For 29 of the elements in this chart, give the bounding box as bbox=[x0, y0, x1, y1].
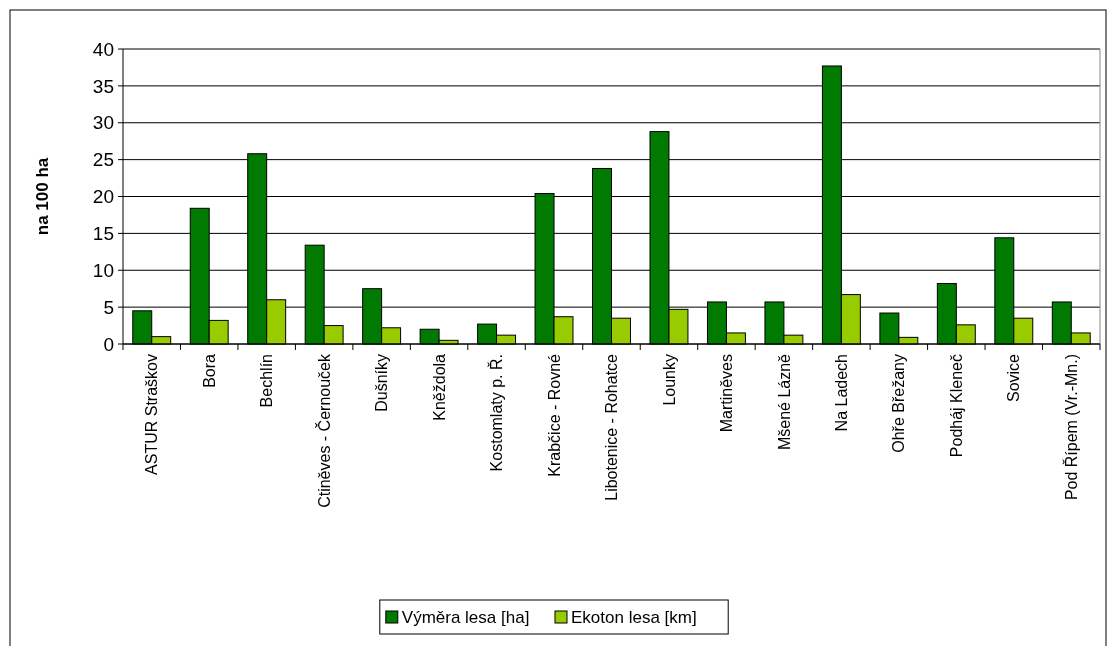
x-tick-label: Pod Řípem (Vr.-Mn.) bbox=[1061, 354, 1080, 501]
x-tick-label: Ctiněves - Černouček bbox=[314, 353, 333, 508]
x-tick-label: Kostomlaty p. Ř. bbox=[487, 354, 506, 472]
y-axis-title: na 100 ha bbox=[33, 157, 52, 236]
y-tick-label: 25 bbox=[92, 149, 114, 171]
x-tick-label: Krabčice - Rovné bbox=[545, 353, 563, 477]
x-tick-label: ASTUR Straškov bbox=[143, 354, 161, 475]
x-tick-label: Sovice bbox=[1005, 353, 1023, 403]
x-tick-label: Podháj Kleneč bbox=[947, 354, 965, 458]
y-tick-label: 40 bbox=[92, 38, 114, 60]
y-tick-label: 10 bbox=[92, 259, 114, 281]
x-tick-label: Bora bbox=[200, 353, 218, 388]
y-tick-label: 35 bbox=[92, 75, 114, 97]
x-tick-label: Na Ladech bbox=[832, 354, 850, 432]
x-tick-label: Mšené Lázně bbox=[775, 353, 793, 451]
y-tick-label: 5 bbox=[103, 296, 114, 318]
x-tick-label: Ohře Břežany bbox=[890, 354, 908, 453]
x-tick-label: Dušníky bbox=[373, 354, 391, 412]
x-tick-label: Martiněves bbox=[718, 354, 736, 433]
y-tick-label: 0 bbox=[103, 333, 114, 355]
x-tick-label: Bechlín bbox=[258, 354, 276, 408]
y-tick-label: 30 bbox=[92, 112, 114, 134]
legend-label: Ekoton lesa [km] bbox=[571, 607, 697, 627]
x-tick-label: Lounky bbox=[660, 354, 678, 406]
y-tick-label: 15 bbox=[92, 223, 114, 245]
y-tick-label: 20 bbox=[92, 186, 114, 208]
legend-label: Výměra lesa [ha] bbox=[401, 607, 530, 627]
x-tick-label: Kněždola bbox=[430, 353, 448, 421]
x-tick-label: Libotenice - Rohatce bbox=[603, 353, 621, 501]
